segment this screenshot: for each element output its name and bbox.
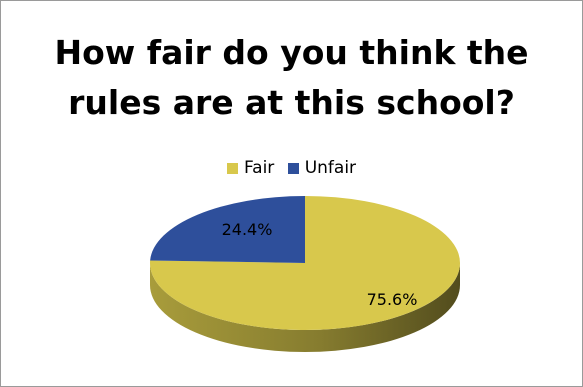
data-label-fair: 75.6% xyxy=(367,290,418,309)
legend: Fair Unfair xyxy=(0,158,583,179)
data-label-unfair: 24.4% xyxy=(222,220,273,239)
pie-slice-fair xyxy=(150,196,461,330)
legend-item-fair: Fair xyxy=(226,158,275,178)
chart-title-line-1: How fair do you think the xyxy=(54,33,529,72)
chart-title: How fair do you think the rules are at t… xyxy=(0,28,583,128)
legend-swatch-fair xyxy=(226,162,238,174)
chart-title-line-2: rules are at this school? xyxy=(68,83,515,122)
legend-label-unfair: Unfair xyxy=(304,158,357,178)
pie-slice-unfair xyxy=(150,196,305,263)
pie-side-wall xyxy=(150,263,460,352)
legend-label-fair: Fair xyxy=(243,158,275,178)
legend-swatch-unfair xyxy=(287,162,299,174)
legend-item-unfair: Unfair xyxy=(287,158,357,178)
